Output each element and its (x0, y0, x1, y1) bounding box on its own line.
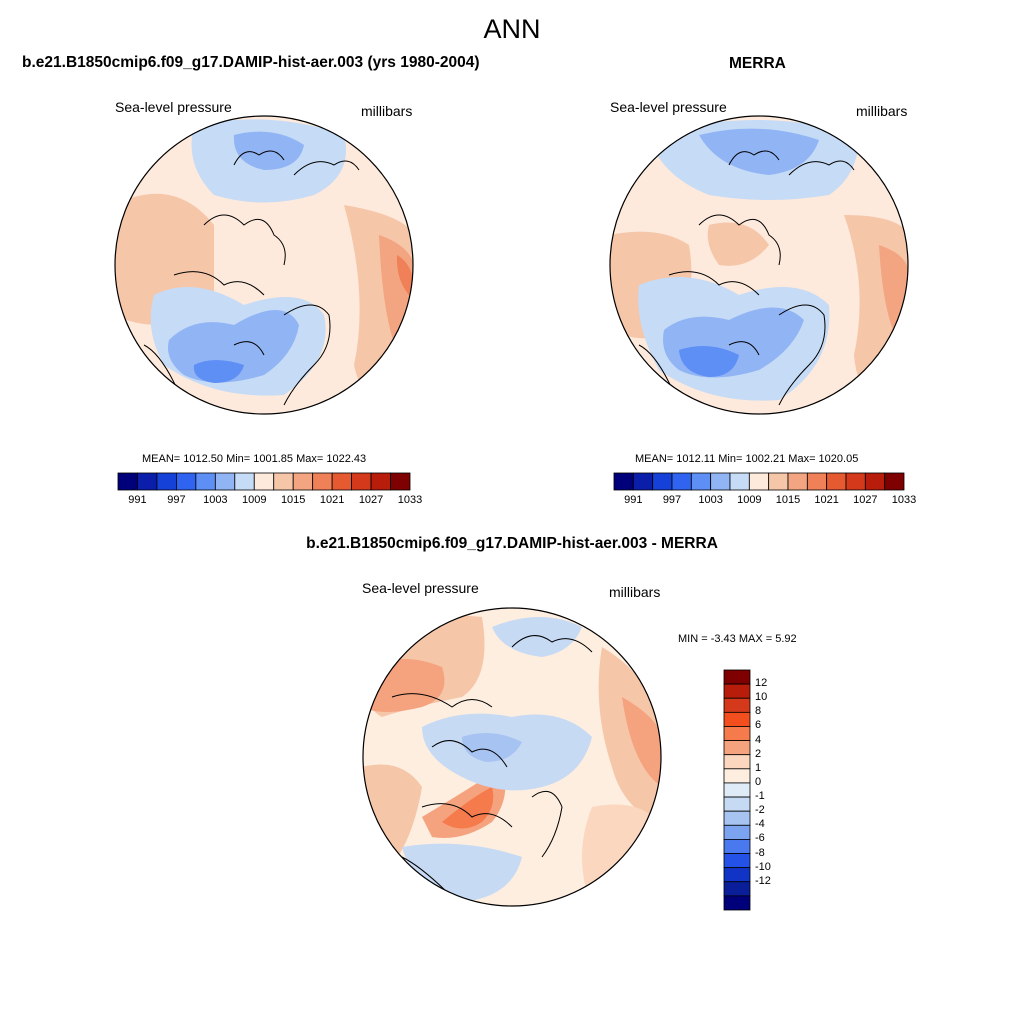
colorbar-swatch (723, 824, 751, 840)
colorbar-swatch (253, 472, 275, 491)
colorbar-tick-label: 1009 (737, 494, 762, 506)
colorbar-swatch (723, 697, 751, 713)
colorbar-swatch (632, 472, 654, 491)
colorbar-swatch (690, 472, 712, 491)
colorbar-swatch (787, 472, 808, 491)
colorbar-swatch (331, 472, 352, 491)
colorbar-swatch (613, 472, 634, 491)
panel-3-stats: MIN = -3.43 MAX = 5.92 (678, 633, 797, 645)
colorbar-swatch (723, 853, 751, 869)
colorbar-tick-label: 10 (755, 691, 768, 704)
colorbar-swatch (845, 472, 866, 491)
panel-1-title: b.e21.B1850cmip6.f09_g17.DAMIP-hist-aer.… (22, 54, 480, 71)
colorbar-swatch (723, 839, 751, 854)
colorbar-tick-label: -2 (755, 804, 765, 817)
colorbar-swatch (214, 472, 236, 491)
colorbar-swatch (671, 472, 692, 491)
panel-2-stats: MEAN= 1012.11 Min= 1002.21 Max= 1020.05 (635, 453, 859, 465)
colorbar-tick-label: 1009 (242, 494, 267, 506)
colorbar-tick-label: 1027 (853, 494, 878, 506)
colorbar-swatch (723, 867, 751, 883)
colorbar-tick-label: 1 (755, 761, 762, 774)
colorbar-tick-label: -12 (755, 874, 771, 887)
panel-2-colorbar (613, 472, 905, 491)
colorbar-swatch (723, 810, 751, 826)
colorbar-swatch (723, 726, 751, 741)
panel-2-variable-label: Sea-level pressure (610, 99, 727, 115)
colorbar-swatch (884, 472, 905, 491)
colorbar-tick-label: -1 (755, 790, 765, 803)
colorbar-swatch (826, 472, 847, 491)
panel-3-variable-label: Sea-level pressure (362, 580, 479, 596)
panel-1-polar-map (114, 115, 414, 415)
colorbar-swatch (234, 472, 255, 491)
colorbar-swatch (273, 472, 294, 491)
panel-1-units-label: millibars (361, 103, 413, 119)
colorbar-tick-label: 12 (755, 677, 768, 690)
colorbar-swatch (723, 669, 751, 685)
colorbar-swatch (195, 472, 216, 491)
panel-2-title: MERRA (729, 55, 786, 72)
colorbar-swatch (723, 740, 751, 756)
colorbar-tick-label: -8 (755, 846, 765, 859)
panel-3-polar-map (362, 607, 662, 907)
colorbar-tick-label: 1003 (203, 494, 228, 506)
colorbar-swatch (723, 895, 751, 911)
colorbar-swatch (723, 711, 751, 727)
colorbar-swatch (176, 472, 197, 491)
colorbar-tick-label: -6 (755, 832, 765, 845)
colorbar-tick-label: 1021 (814, 494, 839, 506)
colorbar-tick-label: 991 (624, 494, 643, 506)
colorbar-swatch (723, 683, 751, 699)
colorbar-swatch (723, 754, 751, 770)
colorbar-swatch (723, 782, 751, 798)
panel-1-colorbar (117, 472, 411, 491)
colorbar-tick-label: 1015 (280, 494, 306, 506)
colorbar-tick-label: 997 (662, 494, 682, 506)
colorbar-swatch (748, 472, 770, 491)
colorbar-swatch (137, 472, 158, 491)
colorbar-tick-label: 1021 (319, 494, 345, 506)
panel-3-units-label: millibars (609, 584, 661, 600)
colorbar-tick-label: 8 (755, 705, 762, 718)
colorbar-swatch (806, 472, 828, 491)
panel-2-units-label: millibars (856, 103, 908, 119)
colorbar-swatch (156, 472, 177, 491)
colorbar-tick-label: 991 (128, 494, 147, 506)
colorbar-swatch (710, 472, 731, 491)
panel-1-stats: MEAN= 1012.50 Min= 1001.85 Max= 1022.43 (142, 453, 367, 465)
colorbar-swatch (723, 768, 751, 784)
colorbar-swatch (312, 472, 333, 491)
colorbar-swatch (117, 472, 138, 491)
colorbar-swatch (864, 472, 886, 491)
figure-title: ANN (483, 14, 541, 44)
colorbar-swatch (729, 472, 750, 491)
panel-3-colorbar (723, 669, 751, 911)
colorbar-tick-label: 6 (755, 719, 762, 732)
colorbar-tick-label: 997 (167, 494, 186, 506)
colorbar-swatch (390, 472, 411, 491)
colorbar-swatch (351, 472, 372, 491)
colorbar-tick-label: 1003 (698, 494, 723, 506)
colorbar-tick-label: -4 (755, 818, 765, 831)
colorbar-swatch (723, 881, 751, 897)
colorbar-swatch (723, 796, 751, 812)
panel-2-polar-map (609, 115, 909, 415)
panel-1-variable-label: Sea-level pressure (115, 99, 232, 115)
colorbar-tick-label: 1033 (891, 494, 917, 506)
colorbar-swatch (292, 472, 314, 491)
colorbar-tick-label: -10 (755, 860, 771, 873)
colorbar-tick-label: 0 (755, 775, 762, 788)
colorbar-tick-label: 1015 (775, 494, 801, 506)
colorbar-tick-label: 1027 (358, 494, 384, 506)
colorbar-swatch (768, 472, 789, 491)
panel-3-title: b.e21.B1850cmip6.f09_g17.DAMIP-hist-aer.… (306, 535, 718, 552)
colorbar-swatch (370, 472, 391, 491)
colorbar-swatch (652, 472, 673, 491)
colorbar-tick-label: 1033 (397, 494, 423, 506)
colorbar-tick-label: 4 (755, 733, 762, 746)
colorbar-tick-label: 2 (755, 747, 762, 760)
